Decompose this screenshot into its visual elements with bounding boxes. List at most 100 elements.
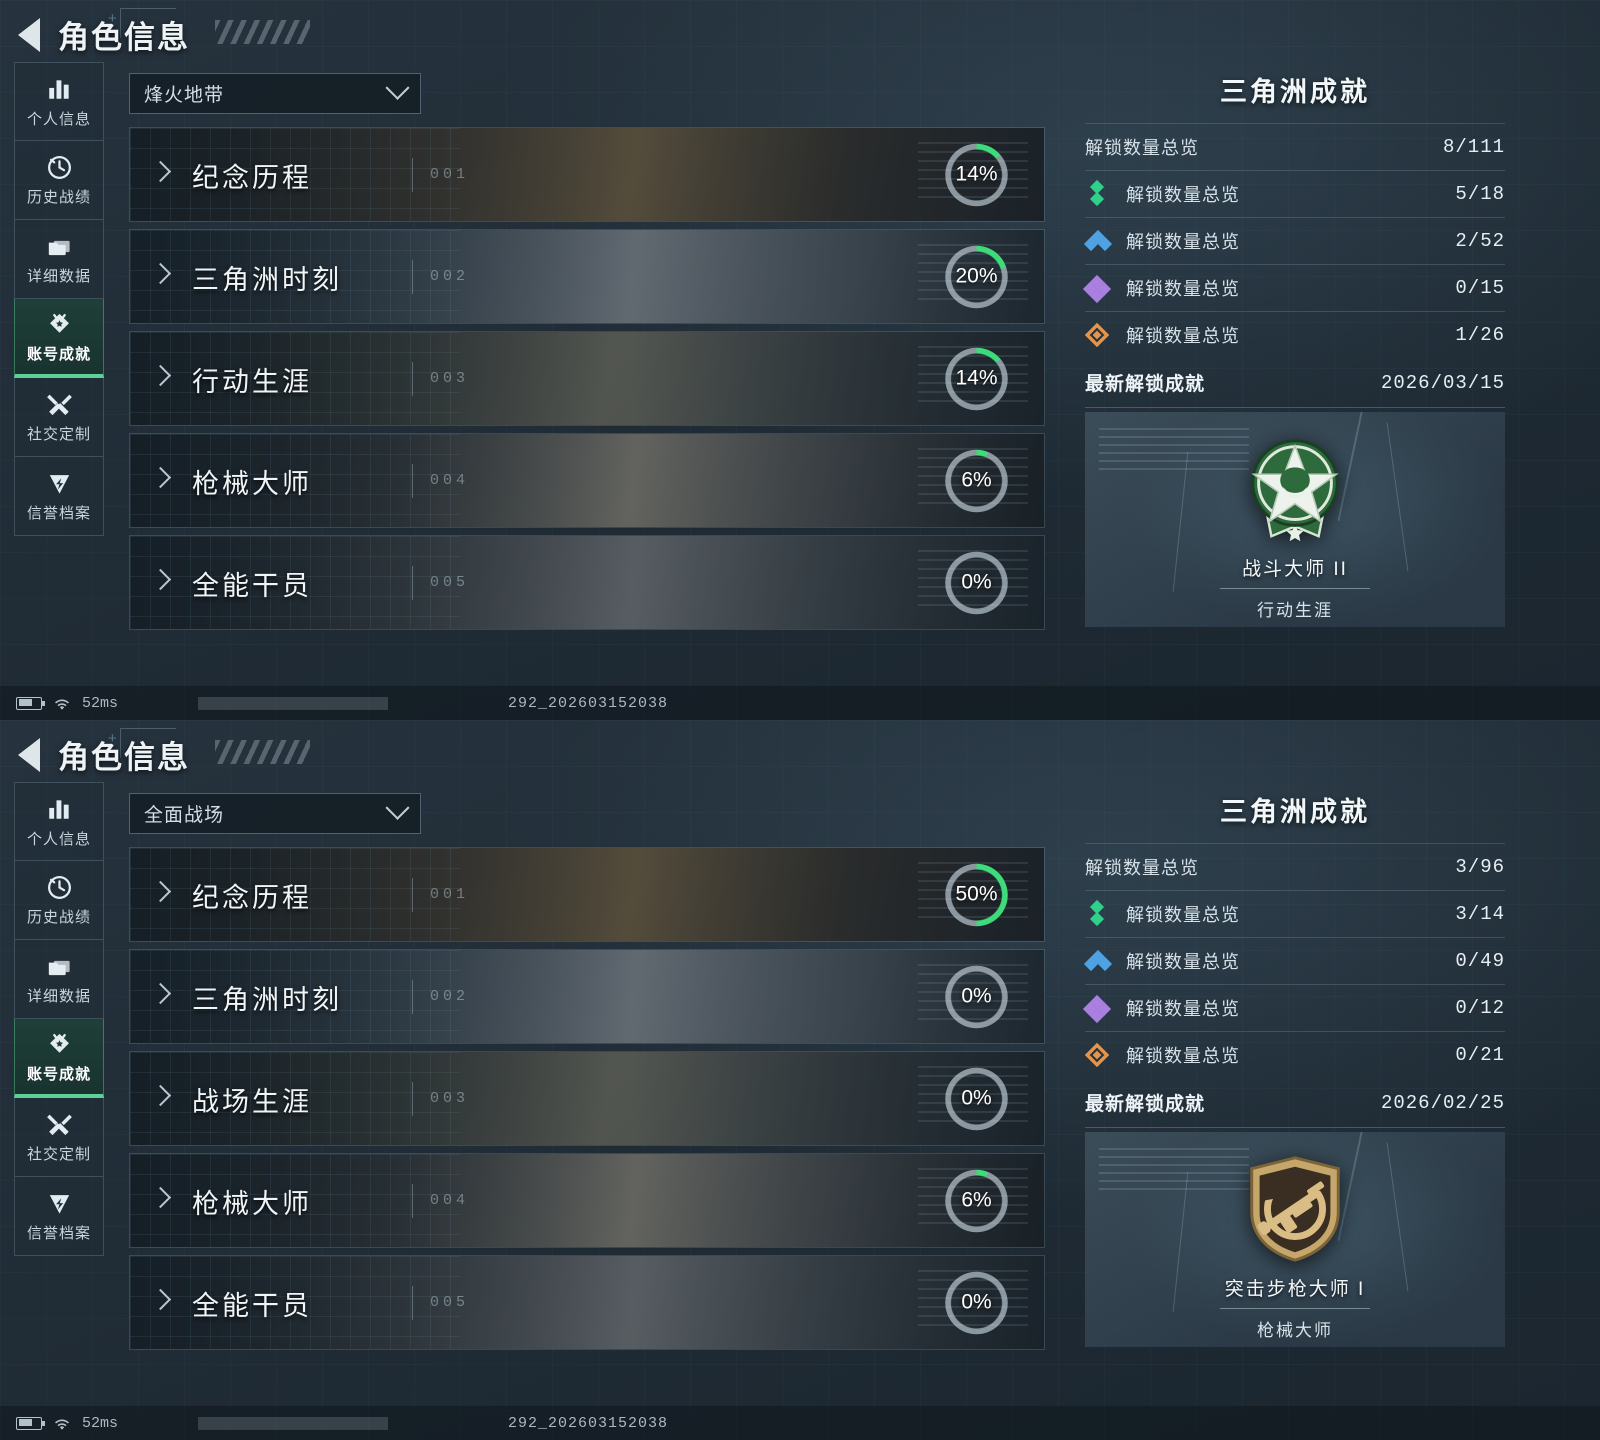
- tools-icon: [44, 390, 74, 418]
- category-artwork: [130, 1052, 1044, 1145]
- title-hatch-decoration: [215, 740, 310, 764]
- category-progress: 0%: [945, 1067, 1008, 1130]
- hud-plus-decoration: +: [108, 730, 117, 747]
- category-row[interactable]: 三角洲时刻 002 0%: [129, 949, 1045, 1044]
- sidebar-item-label: 账号成就: [26, 345, 91, 363]
- progress-percent: 0%: [961, 1086, 992, 1110]
- category-row[interactable]: 战场生涯 003 0%: [129, 1051, 1045, 1146]
- page-title: 角色信息: [58, 20, 190, 55]
- sidebar-item-4[interactable]: 社交定制: [14, 1098, 104, 1177]
- category-progress: 6%: [945, 449, 1008, 512]
- category-row[interactable]: 行动生涯 003 14%: [129, 331, 1045, 426]
- grid-overlay: [130, 536, 460, 629]
- tier-value: 0/12: [1455, 997, 1505, 1019]
- status-bar: 52ms 292_202603152038: [0, 686, 1600, 720]
- achievement-tier-row: 解锁数量总览 0/21: [1085, 1031, 1505, 1078]
- mode-select-value: 烽火地带: [144, 85, 225, 106]
- total-label: 解锁数量总览: [1085, 858, 1199, 878]
- progress-percent: 14%: [955, 162, 998, 186]
- status-bar: 52ms 292_202603152038: [0, 1406, 1600, 1440]
- chevron-down-icon[interactable]: [385, 75, 410, 100]
- total-label: 解锁数量总览: [1085, 138, 1199, 158]
- category-row[interactable]: 枪械大师 004 6%: [129, 1153, 1045, 1248]
- category-progress: 0%: [945, 965, 1008, 1028]
- achievement-total-row: 解锁数量总览 3/96: [1085, 843, 1505, 890]
- sidebar-item-3[interactable]: 账号成就: [14, 1019, 104, 1098]
- achievement-tier-row: 解锁数量总览 0/15: [1082, 264, 1505, 311]
- session-id: 292_202603152038: [508, 1414, 669, 1432]
- hud-bracket-decoration: [120, 728, 176, 758]
- category-progress: 14%: [945, 347, 1008, 410]
- achievement-tier-row: 解锁数量总览 0/12: [1082, 984, 1505, 1031]
- achievement-tier-row: 解锁数量总览 1/26: [1085, 311, 1505, 358]
- sidebar-item-4[interactable]: 社交定制: [14, 378, 104, 457]
- category-name: 战场生涯: [192, 1087, 312, 1117]
- tier-value: 0/49: [1455, 950, 1505, 972]
- category-artwork: [130, 848, 1044, 941]
- grid-overlay: [130, 434, 460, 527]
- sidebar-item-0[interactable]: 个人信息: [14, 782, 104, 861]
- category-row[interactable]: 纪念历程 001 14%: [129, 127, 1045, 222]
- tier-label: 解锁数量总览: [1126, 1046, 1240, 1066]
- category-name: 枪械大师: [192, 469, 312, 499]
- folder-icon: [44, 232, 74, 260]
- category-name: 三角洲时刻: [192, 985, 342, 1015]
- wifi-icon: [52, 696, 72, 711]
- rarity-green-icon: [1085, 179, 1109, 207]
- category-progress: 6%: [945, 1169, 1008, 1232]
- mode-select[interactable]: 全面战场: [129, 793, 421, 834]
- sidebar-item-1[interactable]: 历史战绩: [14, 861, 104, 940]
- latest-unlock-row: 最新解锁成就 2026/02/25: [1085, 1078, 1505, 1128]
- character-info-page-1: + 角色信息 个人信息 历史战绩 详细数据 账号成就 社交定制: [0, 720, 1600, 1440]
- category-row[interactable]: 全能干员 005 0%: [129, 1255, 1045, 1350]
- category-progress: 50%: [945, 863, 1008, 926]
- redacted-bar: [198, 696, 389, 710]
- mode-select[interactable]: 烽火地带: [129, 73, 421, 114]
- clock-icon: [44, 873, 74, 901]
- sidebar-item-5[interactable]: 信誉档案: [14, 457, 104, 536]
- latest-badge-display: 战斗大师 II 行动生涯: [1085, 412, 1505, 627]
- sidebar-item-2[interactable]: 详细数据: [14, 940, 104, 1019]
- page-header: + 角色信息: [0, 0, 1600, 64]
- page-header: + 角色信息: [0, 720, 1600, 784]
- category-name: 枪械大师: [192, 1189, 312, 1219]
- category-row[interactable]: 全能干员 005 0%: [129, 535, 1045, 630]
- progress-ring: [945, 863, 1008, 926]
- grid-overlay: [130, 1052, 460, 1145]
- achievement-panel: 三角洲成就 解锁数量总览 3/96 解锁数量总览 3/14 解锁数量总览 0/4…: [1082, 790, 1505, 1347]
- grid-overlay: [130, 1154, 460, 1247]
- sidebar-item-1[interactable]: 历史战绩: [14, 141, 104, 220]
- category-progress: 14%: [945, 143, 1008, 206]
- achievement-tier-row: 解锁数量总览 0/49: [1083, 937, 1505, 984]
- achievement-tier-row: 解锁数量总览 2/52: [1083, 217, 1505, 264]
- category-artwork: [130, 950, 1044, 1043]
- battery-icon: [16, 1416, 45, 1430]
- sidebar-item-0[interactable]: 个人信息: [14, 62, 104, 141]
- sidebar-item-2[interactable]: 详细数据: [14, 220, 104, 299]
- progress-percent: 0%: [961, 570, 992, 594]
- category-number: 001: [411, 158, 470, 192]
- category-artwork: [130, 1154, 1044, 1247]
- bar-chart-icon: [44, 75, 74, 103]
- tier-label: 解锁数量总览: [1126, 326, 1240, 346]
- sidebar-item-label: 详细数据: [26, 988, 91, 1005]
- category-row[interactable]: 三角洲时刻 002 20%: [129, 229, 1045, 324]
- category-row[interactable]: 纪念历程 001 50%: [129, 847, 1045, 942]
- category-row[interactable]: 枪械大师 004 6%: [129, 433, 1045, 528]
- tier-value: 2/52: [1455, 230, 1505, 252]
- rarity-orange-icon: [1085, 323, 1109, 347]
- redacted-bar: [198, 1416, 389, 1430]
- green-star-medal-icon: [1236, 430, 1354, 548]
- folder-icon: [44, 952, 74, 980]
- back-arrow-icon[interactable]: [18, 738, 40, 772]
- tools-icon: [44, 1110, 74, 1138]
- sidebar-item-5[interactable]: 信誉档案: [14, 1177, 104, 1256]
- badge-category: 行动生涯: [1257, 601, 1333, 620]
- medal-icon: [44, 1030, 74, 1058]
- sidebar-item-3[interactable]: 账号成就: [14, 299, 104, 378]
- sidebar-item-label: 详细数据: [26, 268, 91, 285]
- back-arrow-icon[interactable]: [18, 18, 40, 52]
- hud-bracket-decoration: [120, 8, 176, 38]
- category-name: 纪念历程: [192, 883, 312, 913]
- chevron-down-icon[interactable]: [385, 795, 410, 820]
